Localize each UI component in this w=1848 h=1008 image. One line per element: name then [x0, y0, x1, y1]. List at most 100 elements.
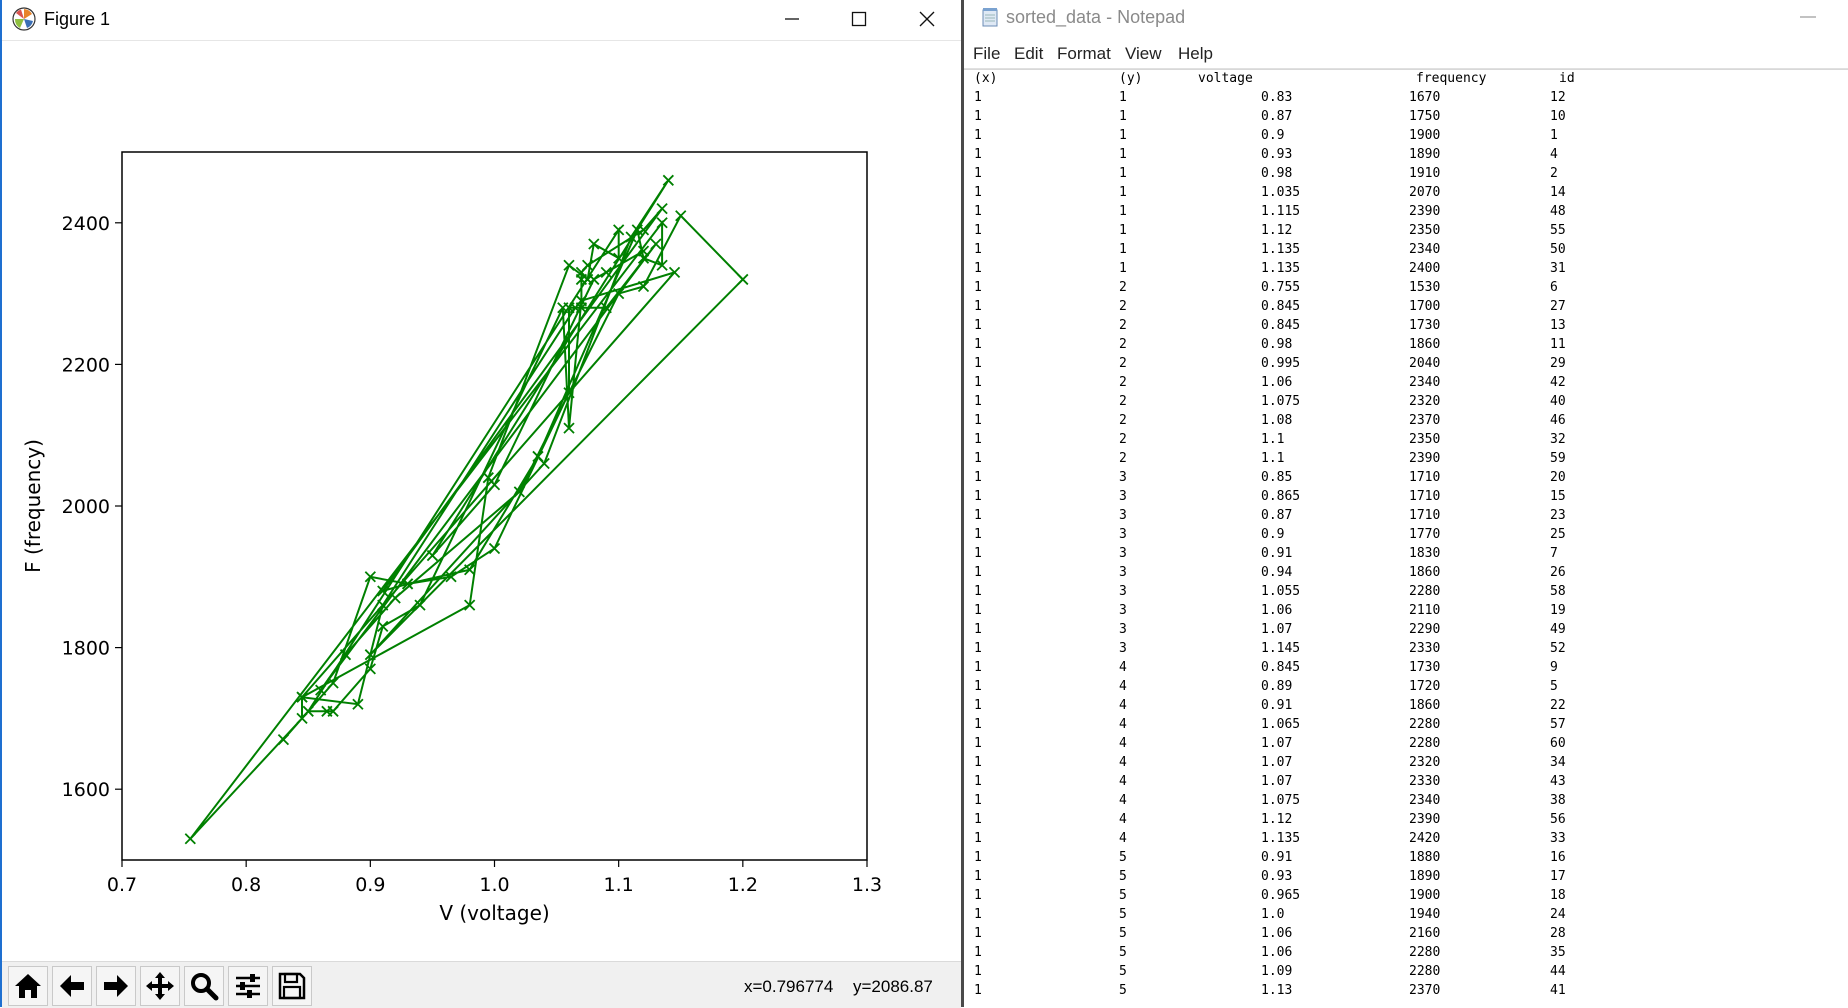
table-row: 1 2 0.845 1730 13 — [964, 318, 1566, 337]
cell-x: 1 — [974, 109, 982, 124]
cell-frequency: 1860 — [1409, 337, 1441, 352]
cell-frequency: 2370 — [1409, 413, 1441, 428]
notepad-text-area[interactable]: (x) (y) voltage frequency id 1 1 0.83 1670 1… — [964, 69, 1848, 1008]
data-point — [327, 705, 339, 717]
data-point — [377, 585, 389, 597]
cell-x: 1 — [974, 755, 982, 770]
cell-id: 16 — [1550, 850, 1566, 865]
cell-voltage: 1.06 — [1261, 603, 1293, 618]
menu-file[interactable]: File — [973, 44, 1001, 63]
cell-id: 46 — [1550, 413, 1566, 428]
table-row: 1 5 1.13 2370 41 — [964, 983, 1566, 1002]
cell-frequency: 2400 — [1409, 261, 1441, 276]
cell-y: 2 — [1119, 299, 1127, 314]
table-row: 1 3 1.06 2110 19 — [964, 603, 1566, 622]
menu-format[interactable]: Format — [1057, 44, 1111, 63]
cell-y: 1 — [1119, 147, 1127, 162]
forward-button[interactable] — [96, 966, 136, 1006]
cell-frequency: 1860 — [1409, 698, 1441, 713]
menu-help[interactable]: Help — [1178, 44, 1213, 63]
cell-x: 1 — [974, 375, 982, 390]
menu-view[interactable]: View — [1125, 44, 1162, 63]
maximize-button[interactable] — [824, 0, 894, 38]
home-button[interactable] — [8, 966, 48, 1006]
table-row: 1 3 1.07 2290 49 — [964, 622, 1566, 641]
cell-frequency: 2280 — [1409, 736, 1441, 751]
cell-id: 42 — [1550, 375, 1566, 390]
cell-id: 29 — [1550, 356, 1566, 371]
cell-y: 2 — [1119, 280, 1127, 295]
cell-y: 3 — [1119, 470, 1127, 485]
cell-frequency: 1890 — [1409, 147, 1441, 162]
table-row: 1 4 1.135 2420 33 — [964, 831, 1566, 850]
cell-x: 1 — [974, 812, 982, 827]
data-point — [563, 387, 575, 399]
cell-frequency: 2340 — [1409, 242, 1441, 257]
cell-y: 1 — [1119, 166, 1127, 181]
cell-id: 32 — [1550, 432, 1566, 447]
cell-y: 3 — [1119, 489, 1127, 504]
zoom-button[interactable] — [184, 966, 224, 1006]
zoom-icon — [191, 973, 219, 1001]
cell-x: 1 — [974, 964, 982, 979]
notepad-titlebar[interactable]: sorted_data - Notepad — [964, 0, 1848, 34]
cell-y: 3 — [1119, 565, 1127, 580]
cell-x: 1 — [974, 546, 982, 561]
table-row: 1 1 0.9 1900 1 — [964, 128, 1564, 147]
pan-button[interactable] — [140, 966, 180, 1006]
cell-id: 22 — [1550, 698, 1566, 713]
cell-y: 5 — [1119, 983, 1127, 998]
cell-id: 2 — [1550, 166, 1558, 181]
cell-id: 55 — [1550, 223, 1566, 238]
data-point — [637, 245, 650, 257]
cell-y: 1 — [1119, 242, 1127, 257]
configure-subplots-button[interactable] — [228, 966, 268, 1006]
table-row: 1 2 1.1 2350 32 — [964, 432, 1566, 451]
cell-frequency: 2280 — [1409, 945, 1441, 960]
cell-voltage: 0.91 — [1261, 850, 1293, 865]
data-point — [426, 549, 439, 562]
cell-voltage: 1.135 — [1261, 261, 1301, 276]
header-x: (x) — [974, 71, 998, 86]
cell-voltage: 1.06 — [1261, 945, 1293, 960]
cell-id: 33 — [1550, 831, 1566, 846]
cell-frequency: 2390 — [1409, 812, 1441, 827]
cell-frequency: 1710 — [1409, 489, 1441, 504]
table-row: 1 2 1.06 2340 42 — [964, 375, 1566, 394]
cell-x: 1 — [974, 451, 982, 466]
cell-x: 1 — [974, 527, 982, 542]
table-row: 1 3 1.145 2330 52 — [964, 641, 1566, 660]
cell-x: 1 — [974, 128, 982, 143]
cell-x: 1 — [974, 793, 982, 808]
data-point — [737, 273, 749, 286]
cell-voltage: 1.135 — [1261, 831, 1301, 846]
data-point — [668, 266, 681, 278]
cell-frequency: 2340 — [1409, 375, 1441, 390]
cell-x: 1 — [974, 831, 982, 846]
notepad-title: sorted_data - Notepad — [1006, 7, 1186, 27]
cell-x: 1 — [974, 90, 982, 105]
cell-frequency: 2350 — [1409, 223, 1441, 238]
notepad-minimize-button[interactable] — [1788, 6, 1828, 28]
cell-id: 17 — [1550, 869, 1566, 884]
cell-id: 5 — [1550, 679, 1558, 694]
data-point — [637, 224, 650, 236]
plot-canvas[interactable]: 0.7 0.8 0.9 1.0 1.1 1.2 1.3 1600 1800 2000 2200 24… — [2, 41, 961, 961]
minimize-button[interactable] — [757, 0, 827, 38]
save-button[interactable] — [272, 966, 312, 1006]
cell-x: 1 — [974, 641, 982, 656]
header-id: id — [1559, 71, 1575, 86]
cell-id: 19 — [1550, 603, 1566, 618]
figure-titlebar[interactable]: Figure 1 — [2, 0, 961, 41]
close-button[interactable] — [892, 0, 962, 38]
cell-x: 1 — [974, 907, 982, 922]
table-row: 1 3 0.87 1710 23 — [964, 508, 1566, 527]
menu-edit[interactable]: Edit — [1014, 44, 1044, 63]
data-point — [389, 592, 401, 604]
cell-y: 1 — [1119, 90, 1127, 105]
cell-x: 1 — [974, 603, 982, 618]
y-tick-label: 2400 — [62, 213, 110, 235]
back-button[interactable] — [52, 966, 92, 1006]
cell-voltage: 0.87 — [1261, 508, 1293, 523]
cell-frequency: 1830 — [1409, 546, 1441, 561]
